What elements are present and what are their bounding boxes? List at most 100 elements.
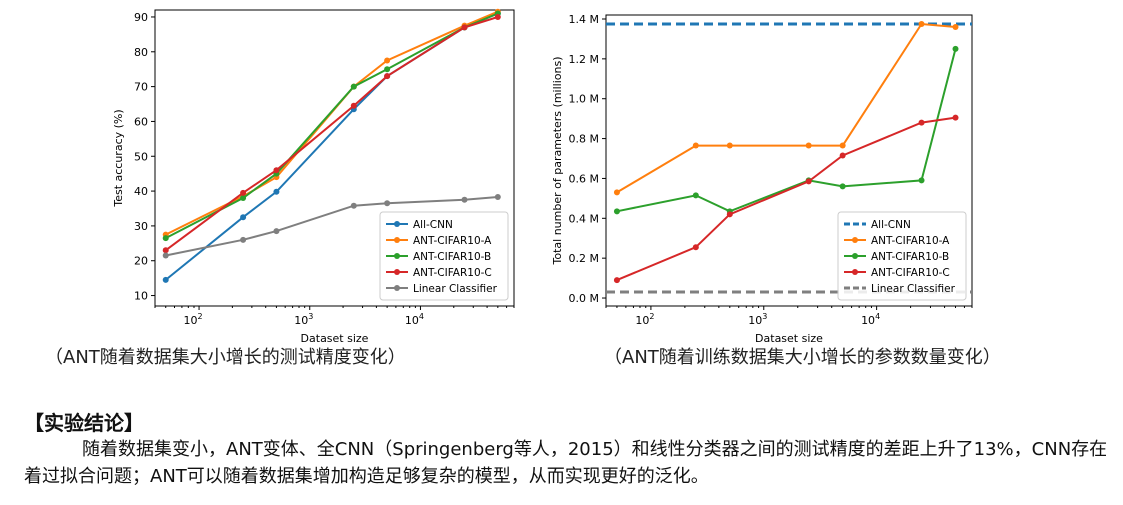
chart0-legend-marker [394,269,400,275]
chart0-legend-label: ANT-CIFAR10-A [413,235,492,247]
chart1-series-ant-cifar10-a-line [616,22,956,194]
chart0-series-ant-cifar10-c-point [461,24,468,31]
chart0-legend-marker [394,237,400,243]
chart1-series-ant-cifar10-a-point [726,142,733,149]
chart0-series-ant-cifar10-c-point [240,189,247,196]
chart1-legend-label: All-CNN [871,219,911,231]
chart0-ytick-label: 90 [134,11,148,24]
chart0-series-ant-cifar10-c-point [162,247,169,254]
chart0-series-linear-classifier-point [240,236,247,243]
chart1-xtick-exp: 2 [649,312,654,321]
caption-parameters: （ANT随着训练数据集大小增长的参数数量变化） [604,347,1001,368]
chart0-series-ant-cifar10-c-point [384,73,391,80]
chart0-ytick-label: 40 [134,185,148,198]
chart1-ytick-label: 0.2 M [569,252,599,265]
chart1-ytick-label: 0.8 M [569,133,599,146]
chart1-legend-label: ANT-CIFAR10-B [871,251,949,263]
chart0-series-ant-cifar10-b-point [350,83,357,90]
chart1-series-ant-cifar10-c-point [805,178,812,185]
chart0-xlabel: Dataset size [301,332,369,345]
chart0-ytick-label: 20 [134,255,148,268]
chart0-xtick-base: 10 [294,314,308,327]
chart0-series-all-cnn-point [273,188,280,195]
chart1-series-ant-cifar10-a-point [613,189,620,196]
chart0-ytick-label: 80 [134,46,148,59]
caption-accuracy: （ANT随着数据集大小增长的测试精度变化） [45,347,406,368]
chart1-series-ant-cifar10-c-point [613,277,620,284]
chart1-ytick-label: 1.4 M [569,13,599,26]
chart1-series-ant-cifar10-c-point [918,119,925,126]
chart1-ytick-label: 0.0 M [569,292,599,305]
chart0-ytick-label: 50 [134,150,148,163]
chart0-legend-marker [394,285,400,291]
chart1-ytick-label: 0.4 M [569,212,599,225]
chart0-series-ant-cifar10-b-line [165,12,499,239]
chart1-legend-marker [852,269,858,275]
chart0-series-ant-cifar10-c-point [494,13,501,20]
chart1-series-ant-cifar10-b-point [613,208,620,215]
chart1-ytick-label: 0.6 M [569,172,599,185]
chart1-legend-box [837,211,967,301]
chart1-series-ant-cifar10-c-point [692,244,699,251]
chart1-series-ant-cifar10-a-point [805,142,812,149]
chart1-series-ant-cifar10-a-point [918,20,925,27]
chart1-series-ant-cifar10-b-point [839,183,846,190]
chart0-legend-box [379,211,509,301]
chart1-series-ant-cifar10-b-point [952,45,959,52]
chart0-xtick-base: 10 [405,314,419,327]
chart0-legend-marker [394,253,400,259]
chart1-xtick-label: 102 [635,312,654,327]
chart1-xtick-label: 103 [748,312,767,327]
chart1-ylabel: Total number of parameters (millions) [551,57,564,266]
chart0-series-ant-cifar10-b-point [240,195,247,202]
chart1-xtick-base: 10 [635,314,649,327]
chart0-series-ant-cifar10-c-point [350,102,357,109]
chart1-ytick-label: 1.2 M [569,53,599,66]
chart0-ylabel: Test accuracy (%) [112,109,125,207]
chart1-series-ant-cifar10-a-point [839,142,846,149]
chart0-ytick-label: 60 [134,115,148,128]
chart0-xtick-label: 103 [294,312,313,327]
chart1-legend-label: Linear Classifier [871,283,956,295]
chart0-xtick-label: 104 [405,312,424,327]
chart0-legend-label: ANT-CIFAR10-C [413,267,492,279]
chart0-series-all-cnn-point [240,214,247,221]
chart0-xtick-exp: 4 [419,312,424,321]
conclusion-body: 随着数据集变小，ANT变体、全CNN（Springenberg等人，2015）和… [24,439,1108,487]
chart0-series-linear-classifier-point [273,228,280,235]
chart0-xtick-label: 102 [184,312,203,327]
chart1-xtick-exp: 4 [875,312,880,321]
chart0-ytick-label: 10 [134,290,148,303]
chart1-series-ant-cifar10-b-point [918,177,925,184]
chart0-ytick-label: 70 [134,81,148,94]
chart0-series-ant-cifar10-b-point [384,66,391,73]
chart0-series-ant-cifar10-c-point [273,167,280,174]
parameters-chart: 0.0 M 0.2 M 0.4 M 0.6 M 0.8 M 1.0 M 1.2 M 1.4 M… [551,13,973,345]
chart1-legend-marker [852,253,858,259]
chart0-xtick-base: 10 [184,314,198,327]
chart1-xlabel: Dataset size [755,332,823,345]
chart1-series-ant-cifar10-c-point [952,114,959,121]
chart1-xtick-base: 10 [861,314,875,327]
chart0-series-linear-classifier-point [162,252,169,259]
conclusion-title: 【实验结论】 [24,411,144,435]
chart1-ytick-label: 1.0 M [569,93,599,106]
chart1-legend-marker [852,237,858,243]
chart1-axes-frame [605,14,973,307]
chart0-series-linear-classifier-point [461,196,468,203]
chart1-legend-label: ANT-CIFAR10-A [871,235,950,247]
chart1-series-ant-cifar10-a-point [692,142,699,149]
chart0-legend-label: Linear Classifier [413,283,498,295]
chart0-legend-label: All-CNN [413,219,453,231]
chart1-legend-label: ANT-CIFAR10-C [871,267,950,279]
chart0-legend-marker [394,221,400,227]
chart1-series-ant-cifar10-c-point [839,152,846,159]
chart0-series-linear-classifier-point [494,194,501,201]
chart0-legend-label: ANT-CIFAR10-B [413,251,491,263]
chart0-xtick-exp: 3 [308,312,313,321]
chart0-axes-frame [154,9,515,307]
chart1-series-ant-cifar10-c-point [726,211,733,218]
chart0-series-ant-cifar10-a-point [384,57,391,64]
chart0-series-all-cnn-point [162,276,169,283]
